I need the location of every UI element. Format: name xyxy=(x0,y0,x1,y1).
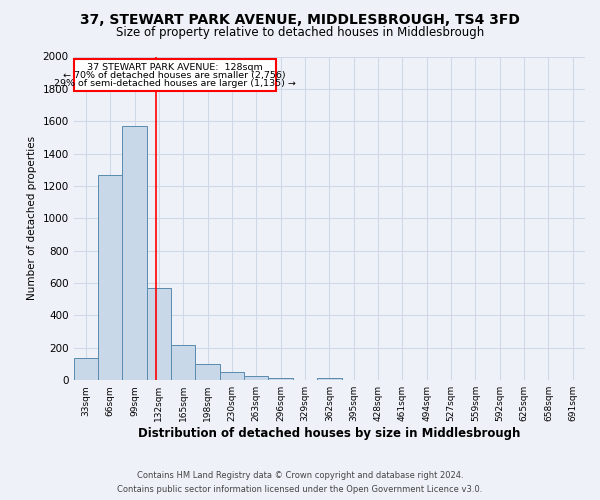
Bar xyxy=(317,378,341,380)
Bar xyxy=(171,344,196,380)
Bar xyxy=(122,126,147,380)
Bar xyxy=(74,59,276,92)
Text: 29% of semi-detached houses are larger (1,135) →: 29% of semi-detached houses are larger (… xyxy=(54,78,296,88)
X-axis label: Distribution of detached houses by size in Middlesbrough: Distribution of detached houses by size … xyxy=(138,427,521,440)
Bar xyxy=(196,364,220,380)
Bar xyxy=(220,372,244,380)
Text: ← 70% of detached houses are smaller (2,756): ← 70% of detached houses are smaller (2,… xyxy=(64,70,286,80)
Bar xyxy=(98,176,122,380)
Y-axis label: Number of detached properties: Number of detached properties xyxy=(27,136,37,300)
Bar xyxy=(74,358,98,380)
Text: 37, STEWART PARK AVENUE, MIDDLESBROUGH, TS4 3FD: 37, STEWART PARK AVENUE, MIDDLESBROUGH, … xyxy=(80,12,520,26)
Text: 37 STEWART PARK AVENUE:  128sqm: 37 STEWART PARK AVENUE: 128sqm xyxy=(87,62,263,72)
Bar xyxy=(244,376,268,380)
Text: Size of property relative to detached houses in Middlesbrough: Size of property relative to detached ho… xyxy=(116,26,484,39)
Bar xyxy=(268,378,293,380)
Text: Contains HM Land Registry data © Crown copyright and database right 2024.
Contai: Contains HM Land Registry data © Crown c… xyxy=(118,472,482,494)
Bar xyxy=(147,288,171,380)
